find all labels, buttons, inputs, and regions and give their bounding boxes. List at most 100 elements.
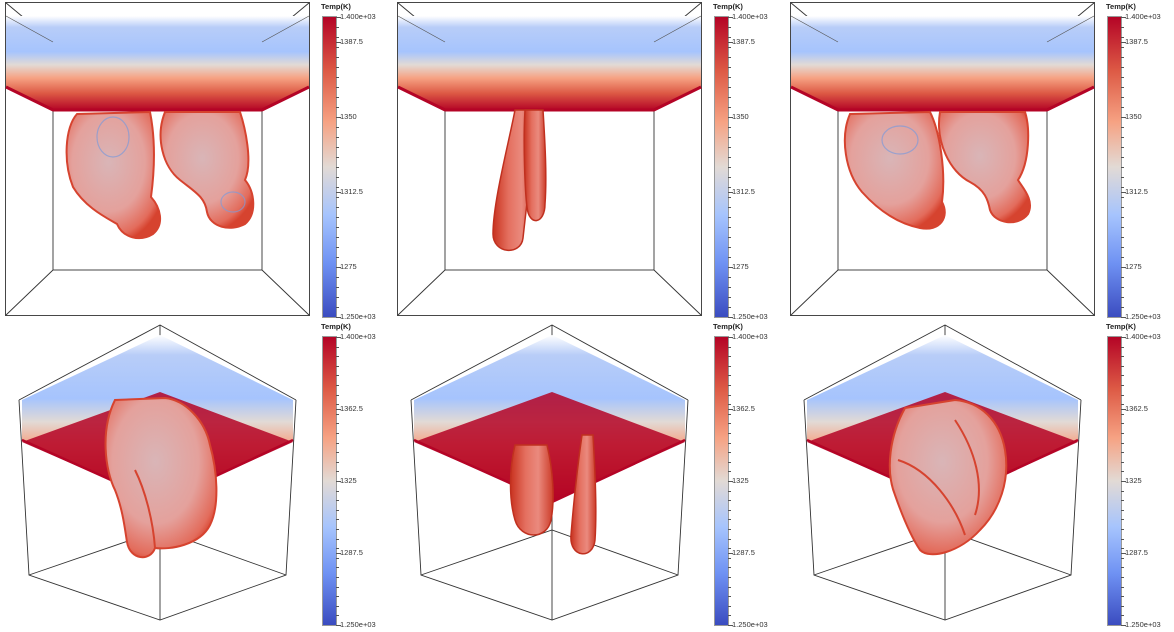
- colorbar-minor-tick: [1121, 500, 1124, 502]
- colorbar-minor-tick: [336, 433, 339, 434]
- colorbar-tick: [1121, 267, 1126, 268]
- colorbar-tick: [1121, 17, 1126, 18]
- colorbar-title: Temp(K): [713, 2, 743, 11]
- panel-bottom-right: [790, 320, 1095, 625]
- colorbar-minor-tick: [728, 461, 731, 463]
- colorbar-minor-tick: [1121, 277, 1124, 278]
- colorbar-minor-tick: [728, 147, 731, 148]
- colorbar-title: Temp(K): [321, 322, 351, 331]
- colorbar-minor-tick: [728, 157, 731, 158]
- render-view: [803, 324, 1082, 621]
- colorbar-tick-label: 1325: [732, 476, 749, 485]
- plume: [509, 434, 597, 555]
- colorbar-minor-tick: [728, 375, 731, 377]
- colorbar-minor-tick: [336, 596, 339, 598]
- colorbar-tick-label: 1.250e+03: [732, 620, 768, 629]
- colorbar-tick-label: 1.250e+03: [732, 312, 768, 321]
- colorbar-minor-tick: [1121, 287, 1124, 288]
- colorbar-minor-tick: [728, 500, 731, 502]
- colorbar-minor-tick: [336, 490, 339, 492]
- colorbar-minor-tick: [728, 97, 731, 98]
- colorbar-minor-tick: [1121, 217, 1124, 218]
- colorbar-minor-tick: [728, 452, 731, 454]
- colorbar-minor-tick: [336, 207, 339, 208]
- plume-blob-large: [888, 398, 1008, 556]
- colorbar-minor-tick: [336, 37, 339, 38]
- colorbar-minor-tick: [728, 137, 731, 138]
- colorbar-tick: [336, 337, 341, 338]
- temperature-layer: [790, 15, 1095, 112]
- colorbar-minor-tick: [336, 147, 339, 148]
- colorbar-minor-tick: [728, 297, 731, 298]
- colorbar-minor-tick: [336, 217, 339, 218]
- right-plume-blob: [938, 111, 1031, 224]
- colorbar-minor-tick: [1121, 548, 1124, 550]
- colorbar-minor-tick: [336, 227, 339, 228]
- colorbar-minor-tick: [1121, 307, 1124, 308]
- colorbar-minor-tick: [728, 167, 731, 168]
- colorbar-minor-tick: [336, 27, 339, 28]
- render-view: [5, 2, 310, 316]
- plume-finger-right: [570, 434, 597, 555]
- left-plume-blob: [65, 110, 162, 240]
- colorbar-tick: [336, 481, 341, 482]
- colorbar-minor-tick: [336, 346, 339, 348]
- colorbar-minor-tick: [728, 586, 731, 588]
- domain-box: [410, 324, 689, 621]
- colorbar-minor-tick: [1121, 157, 1124, 158]
- colorbar-tick-label: 1387.5: [732, 37, 755, 46]
- colorbar-minor-tick: [728, 207, 731, 208]
- colorbar: Temp(K) 1.400e+03 1362.5 1325 1287.5 1.250e+0…: [320, 322, 380, 632]
- colorbar-minor-tick: [1121, 127, 1124, 128]
- colorbar-minor-tick: [336, 423, 339, 425]
- colorbar-minor-tick: [336, 538, 339, 540]
- colorbar: Temp(K) 1.400e+03 1362.5 1325 1287.5 1.250e+0…: [712, 322, 772, 632]
- colorbar-tick: [728, 117, 733, 118]
- colorbar-minor-tick: [1121, 237, 1124, 238]
- colorbar-minor-tick: [728, 605, 731, 607]
- colorbar-tick: [1121, 42, 1126, 43]
- colorbar-tick: [336, 317, 341, 318]
- colorbar-minor-tick: [728, 257, 731, 258]
- colorbar-tick-label: 1312.5: [340, 187, 363, 196]
- colorbar-minor-tick: [336, 557, 339, 559]
- colorbar-minor-tick: [1121, 452, 1124, 454]
- colorbar: Temp(K) 1.400e+03 1362.5 1325 1287.5 1.250e+0…: [1105, 322, 1165, 632]
- colorbar-minor-tick: [728, 567, 731, 569]
- colorbar-minor-tick: [1121, 557, 1124, 559]
- colorbar-minor-tick: [1121, 346, 1124, 348]
- colorbar-minor-tick: [336, 615, 339, 617]
- colorbar-minor-tick: [336, 529, 339, 530]
- colorbar-tick: [336, 409, 341, 410]
- colorbar-minor-tick: [728, 227, 731, 228]
- plume: [492, 109, 547, 252]
- colorbar-minor-tick: [1121, 394, 1124, 396]
- colorbar-minor-tick: [1121, 27, 1124, 28]
- colorbar-minor-tick: [1121, 177, 1124, 178]
- colorbar-tick-label: 1350: [732, 112, 749, 121]
- temperature-layer: [397, 15, 702, 112]
- plume: [104, 396, 218, 558]
- colorbar-minor-tick: [1121, 77, 1124, 78]
- colorbar-minor-tick: [728, 217, 731, 218]
- colorbar-minor-tick: [336, 365, 339, 367]
- colorbar-minor-tick: [728, 197, 731, 198]
- colorbar-tick-label: 1325: [340, 476, 357, 485]
- colorbar-tick-label: 1.250e+03: [1125, 312, 1161, 321]
- colorbar-minor-tick: [728, 187, 731, 188]
- colorbar-title: Temp(K): [713, 322, 743, 331]
- colorbar-tick-label: 1350: [1125, 112, 1142, 121]
- panel-top-middle: [397, 2, 702, 316]
- colorbar-minor-tick: [336, 586, 339, 588]
- colorbar-minor-tick: [1121, 187, 1124, 188]
- colorbar-minor-tick: [1121, 247, 1124, 248]
- plume: [888, 398, 1008, 556]
- colorbar-minor-tick: [336, 394, 339, 396]
- colorbar-gradient: [714, 336, 729, 626]
- colorbar-tick: [1121, 337, 1126, 338]
- colorbar-minor-tick: [1121, 433, 1124, 434]
- colorbar-minor-tick: [336, 247, 339, 248]
- colorbar-minor-tick: [1121, 37, 1124, 38]
- colorbar-minor-tick: [1121, 147, 1124, 148]
- render-view: [790, 2, 1095, 316]
